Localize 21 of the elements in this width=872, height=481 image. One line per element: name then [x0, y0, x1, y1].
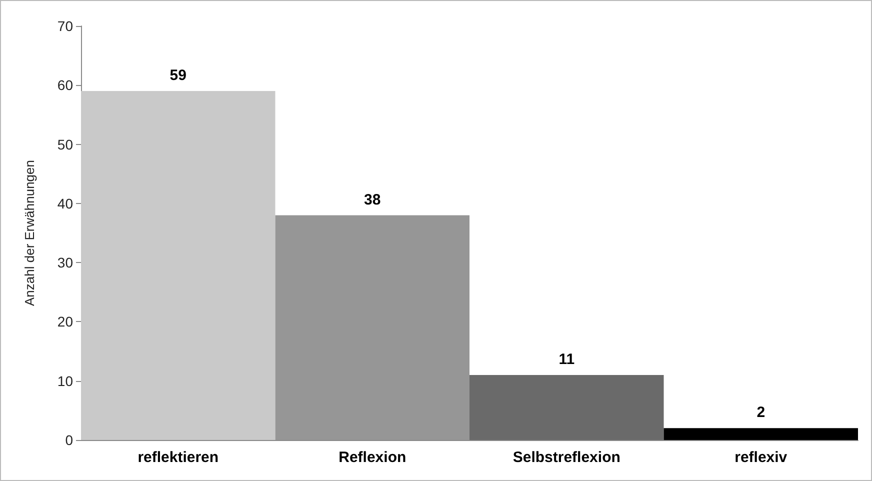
y-tick-label: 40 — [57, 195, 74, 212]
x-tick-label: Reflexion — [338, 449, 406, 466]
data-label: 2 — [756, 404, 766, 422]
y-tick-label: 10 — [57, 372, 74, 389]
x-tick-label: Selbstreflexion — [512, 449, 620, 466]
y-tick-label: 0 — [65, 432, 74, 448]
bar — [81, 91, 276, 440]
bar — [470, 374, 664, 440]
bar — [664, 428, 858, 440]
data-label: 59 — [170, 67, 186, 84]
y-tick-label: 60 — [57, 77, 74, 94]
bar — [275, 215, 470, 440]
y-tick-label: 70 — [57, 18, 74, 34]
data-label: 38 — [364, 191, 381, 208]
data-label: 11 — [558, 350, 575, 368]
x-tick-label: reflexiv — [734, 449, 788, 466]
y-tick-label: 20 — [57, 314, 74, 330]
y-tick-label: 50 — [57, 136, 74, 152]
y-tick-label: 30 — [57, 254, 74, 271]
y-axis-title: Anzahl der Erwähnungen — [22, 160, 37, 306]
x-tick-label: reflektieren — [138, 449, 219, 466]
